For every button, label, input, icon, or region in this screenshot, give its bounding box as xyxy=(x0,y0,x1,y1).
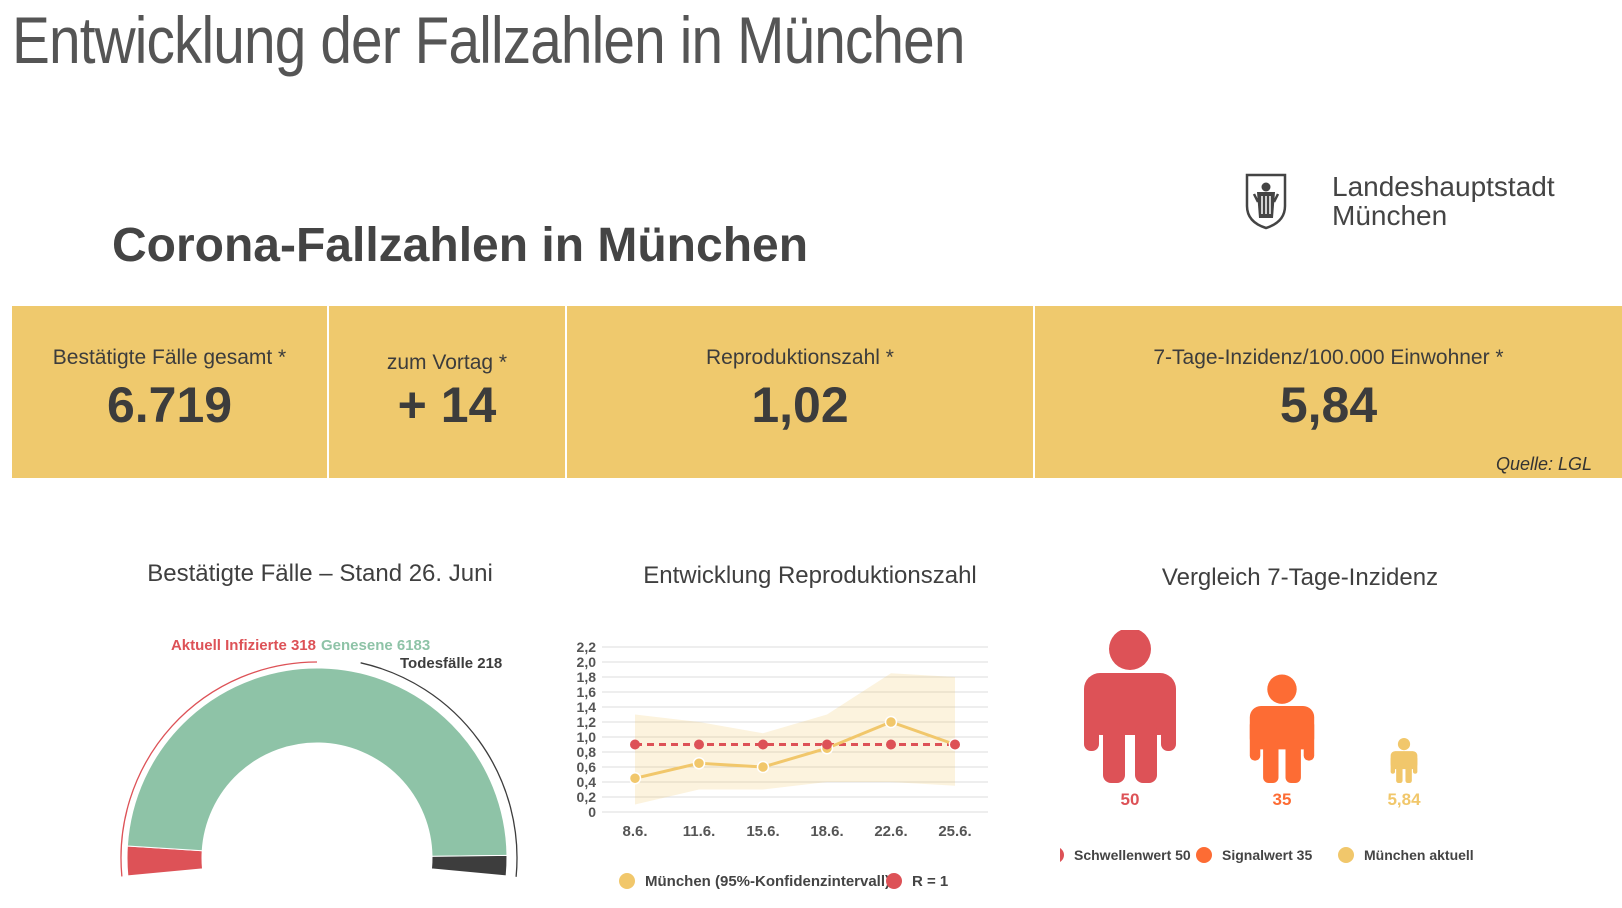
person-leg xyxy=(1396,765,1403,783)
person-arm xyxy=(1303,720,1315,761)
reproduction-line-chart: 00,20,40,60,81,01,21,41,61,82,02,2 8.6. 11… xyxy=(577,639,988,890)
kpi-previous-day: zum Vortag * + 14 xyxy=(329,306,565,478)
x-tick-label: 8.6. xyxy=(622,823,647,840)
person-leg xyxy=(1263,741,1279,783)
r1-point xyxy=(886,739,896,750)
y-tick-label: 1,6 xyxy=(577,684,597,700)
person-leg xyxy=(1405,765,1412,783)
legend-marker-r1 xyxy=(886,873,902,889)
person-leg xyxy=(1285,741,1301,783)
y-tick-label: 0,6 xyxy=(577,759,597,775)
legend-label: Schwellenwert 50 xyxy=(1074,847,1191,863)
x-tick-label: 25.6. xyxy=(938,823,971,840)
y-tick-label: 0,4 xyxy=(577,774,597,790)
deaths-outline-arc xyxy=(360,662,518,877)
person-leg xyxy=(1103,723,1125,783)
person-leg xyxy=(1135,723,1157,783)
person-icon-0 xyxy=(1084,630,1176,783)
value-label: 50 xyxy=(1121,790,1140,809)
kpi-strip: Bestätigte Fälle gesamt * 6.719 zum Vort… xyxy=(12,306,1622,478)
legend-marker xyxy=(1338,847,1354,863)
cases-chart-title: Bestätigte Fälle – Stand 26. Juni xyxy=(147,560,493,587)
x-tick-label: 11.6. xyxy=(683,823,716,840)
person-head xyxy=(1267,674,1297,704)
munich-point xyxy=(756,760,770,774)
person-icon-2 xyxy=(1390,738,1418,783)
x-tick-label: 15.6. xyxy=(746,823,779,840)
r1-point xyxy=(630,739,640,750)
munich-point xyxy=(884,715,898,729)
legend-marker xyxy=(1196,847,1212,863)
infected-outline-arc xyxy=(120,661,318,877)
kpi-value: 1,02 xyxy=(751,377,849,433)
label-deaths: Todesfälle 218 xyxy=(400,655,502,672)
person-icon-1 xyxy=(1249,674,1315,783)
person-arm xyxy=(1390,756,1395,774)
y-tick-label: 0 xyxy=(588,804,596,820)
y-tick-label: 0,8 xyxy=(577,744,597,760)
city-logo: Landeshauptstadt München xyxy=(1244,172,1555,236)
r1-point xyxy=(822,739,832,750)
kpi-value: 6.719 xyxy=(106,377,233,433)
legend-label: München aktuell xyxy=(1364,847,1474,863)
kpi-label: Reproduktionszahl * xyxy=(706,346,894,369)
kpi-reproduction-number: Reproduktionszahl * 1,02 xyxy=(567,306,1033,478)
y-tick-label: 1,8 xyxy=(577,669,597,685)
y-tick-label: 2,0 xyxy=(577,654,597,670)
y-tick-label: 0,2 xyxy=(577,789,597,805)
label-infected: Aktuell Infizierte 318 xyxy=(171,637,316,654)
city-logo-text: Landeshauptstadt München xyxy=(1332,172,1555,230)
pie-slice-2 xyxy=(430,854,508,877)
city-logo-line1: Landeshauptstadt xyxy=(1332,171,1555,202)
r1-point xyxy=(758,739,768,750)
person-arm xyxy=(1413,756,1418,774)
person-torso xyxy=(1390,751,1418,770)
y-tick-label: 1,4 xyxy=(577,699,597,715)
value-label: 35 xyxy=(1273,790,1292,809)
incidence-chart-title: Vergleich 7-Tage-Inzidenz xyxy=(1161,564,1439,591)
kpi-total-cases: Bestätigte Fälle gesamt * 6.719 xyxy=(12,306,327,478)
kpi-value: + 14 xyxy=(397,377,497,433)
person-head xyxy=(1109,630,1151,670)
munich-point xyxy=(692,757,706,770)
y-tick-label: 1,0 xyxy=(577,729,597,745)
legend-label-r1: R = 1 xyxy=(912,873,948,890)
munich-point xyxy=(628,772,642,785)
pie-slice-1 xyxy=(126,667,508,857)
legend-marker xyxy=(1060,848,1064,862)
person-torso xyxy=(1249,706,1315,750)
y-tick-label: 2,2 xyxy=(577,639,597,655)
person-arm xyxy=(1249,720,1261,761)
dashboard-title: Corona-Fallzahlen in München xyxy=(112,219,809,272)
incidence-pictogram-chart: 50 35 5,84 Schwellenwert 50 Signalwert 35 Mün… xyxy=(1060,630,1474,863)
munich-series-line xyxy=(634,720,956,780)
page-title: Entwicklung der Fallzahlen in München xyxy=(12,3,965,77)
x-tick-label: 18.6. xyxy=(810,823,843,840)
kpi-label: zum Vortag * xyxy=(386,351,508,374)
person-arm xyxy=(1161,693,1176,751)
kpi-label: Bestätigte Fälle gesamt * xyxy=(52,346,287,369)
legend-label: Signalwert 35 xyxy=(1222,847,1312,863)
x-tick-label: 22.6. xyxy=(874,823,907,840)
cases-semicircle-chart: Aktuell Infizierte 318 Genesene 6183Todes… xyxy=(120,637,518,877)
kpi-7day-incidence: 7-Tage-Inzidenz/100.000 Einwohner * 5,84… xyxy=(1035,306,1622,478)
city-logo-line2: München xyxy=(1332,200,1448,231)
reproduction-chart-title: Entwicklung Reproduktionszahl xyxy=(643,562,977,589)
person-torso xyxy=(1084,673,1176,735)
kpi-label: 7-Tage-Inzidenz/100.000 Einwohner * xyxy=(1153,346,1504,369)
kpi-value: 5,84 xyxy=(1279,377,1378,433)
legend-label-munich: München (95%-Konfidenzintervall) xyxy=(645,873,890,890)
y-tick-label: 1,2 xyxy=(577,714,597,730)
munich-coat-of-arms-icon xyxy=(1245,173,1287,230)
person-head xyxy=(1397,738,1411,751)
r1-point xyxy=(950,739,960,750)
r1-point xyxy=(694,739,704,750)
value-label: 5,84 xyxy=(1387,790,1421,809)
confidence-band xyxy=(635,673,955,805)
kpi-source: Quelle: LGL xyxy=(1495,454,1592,474)
legend-marker-munich xyxy=(619,873,635,889)
label-recovered: Genesene 6183 xyxy=(321,637,430,654)
person-arm xyxy=(1084,693,1099,751)
